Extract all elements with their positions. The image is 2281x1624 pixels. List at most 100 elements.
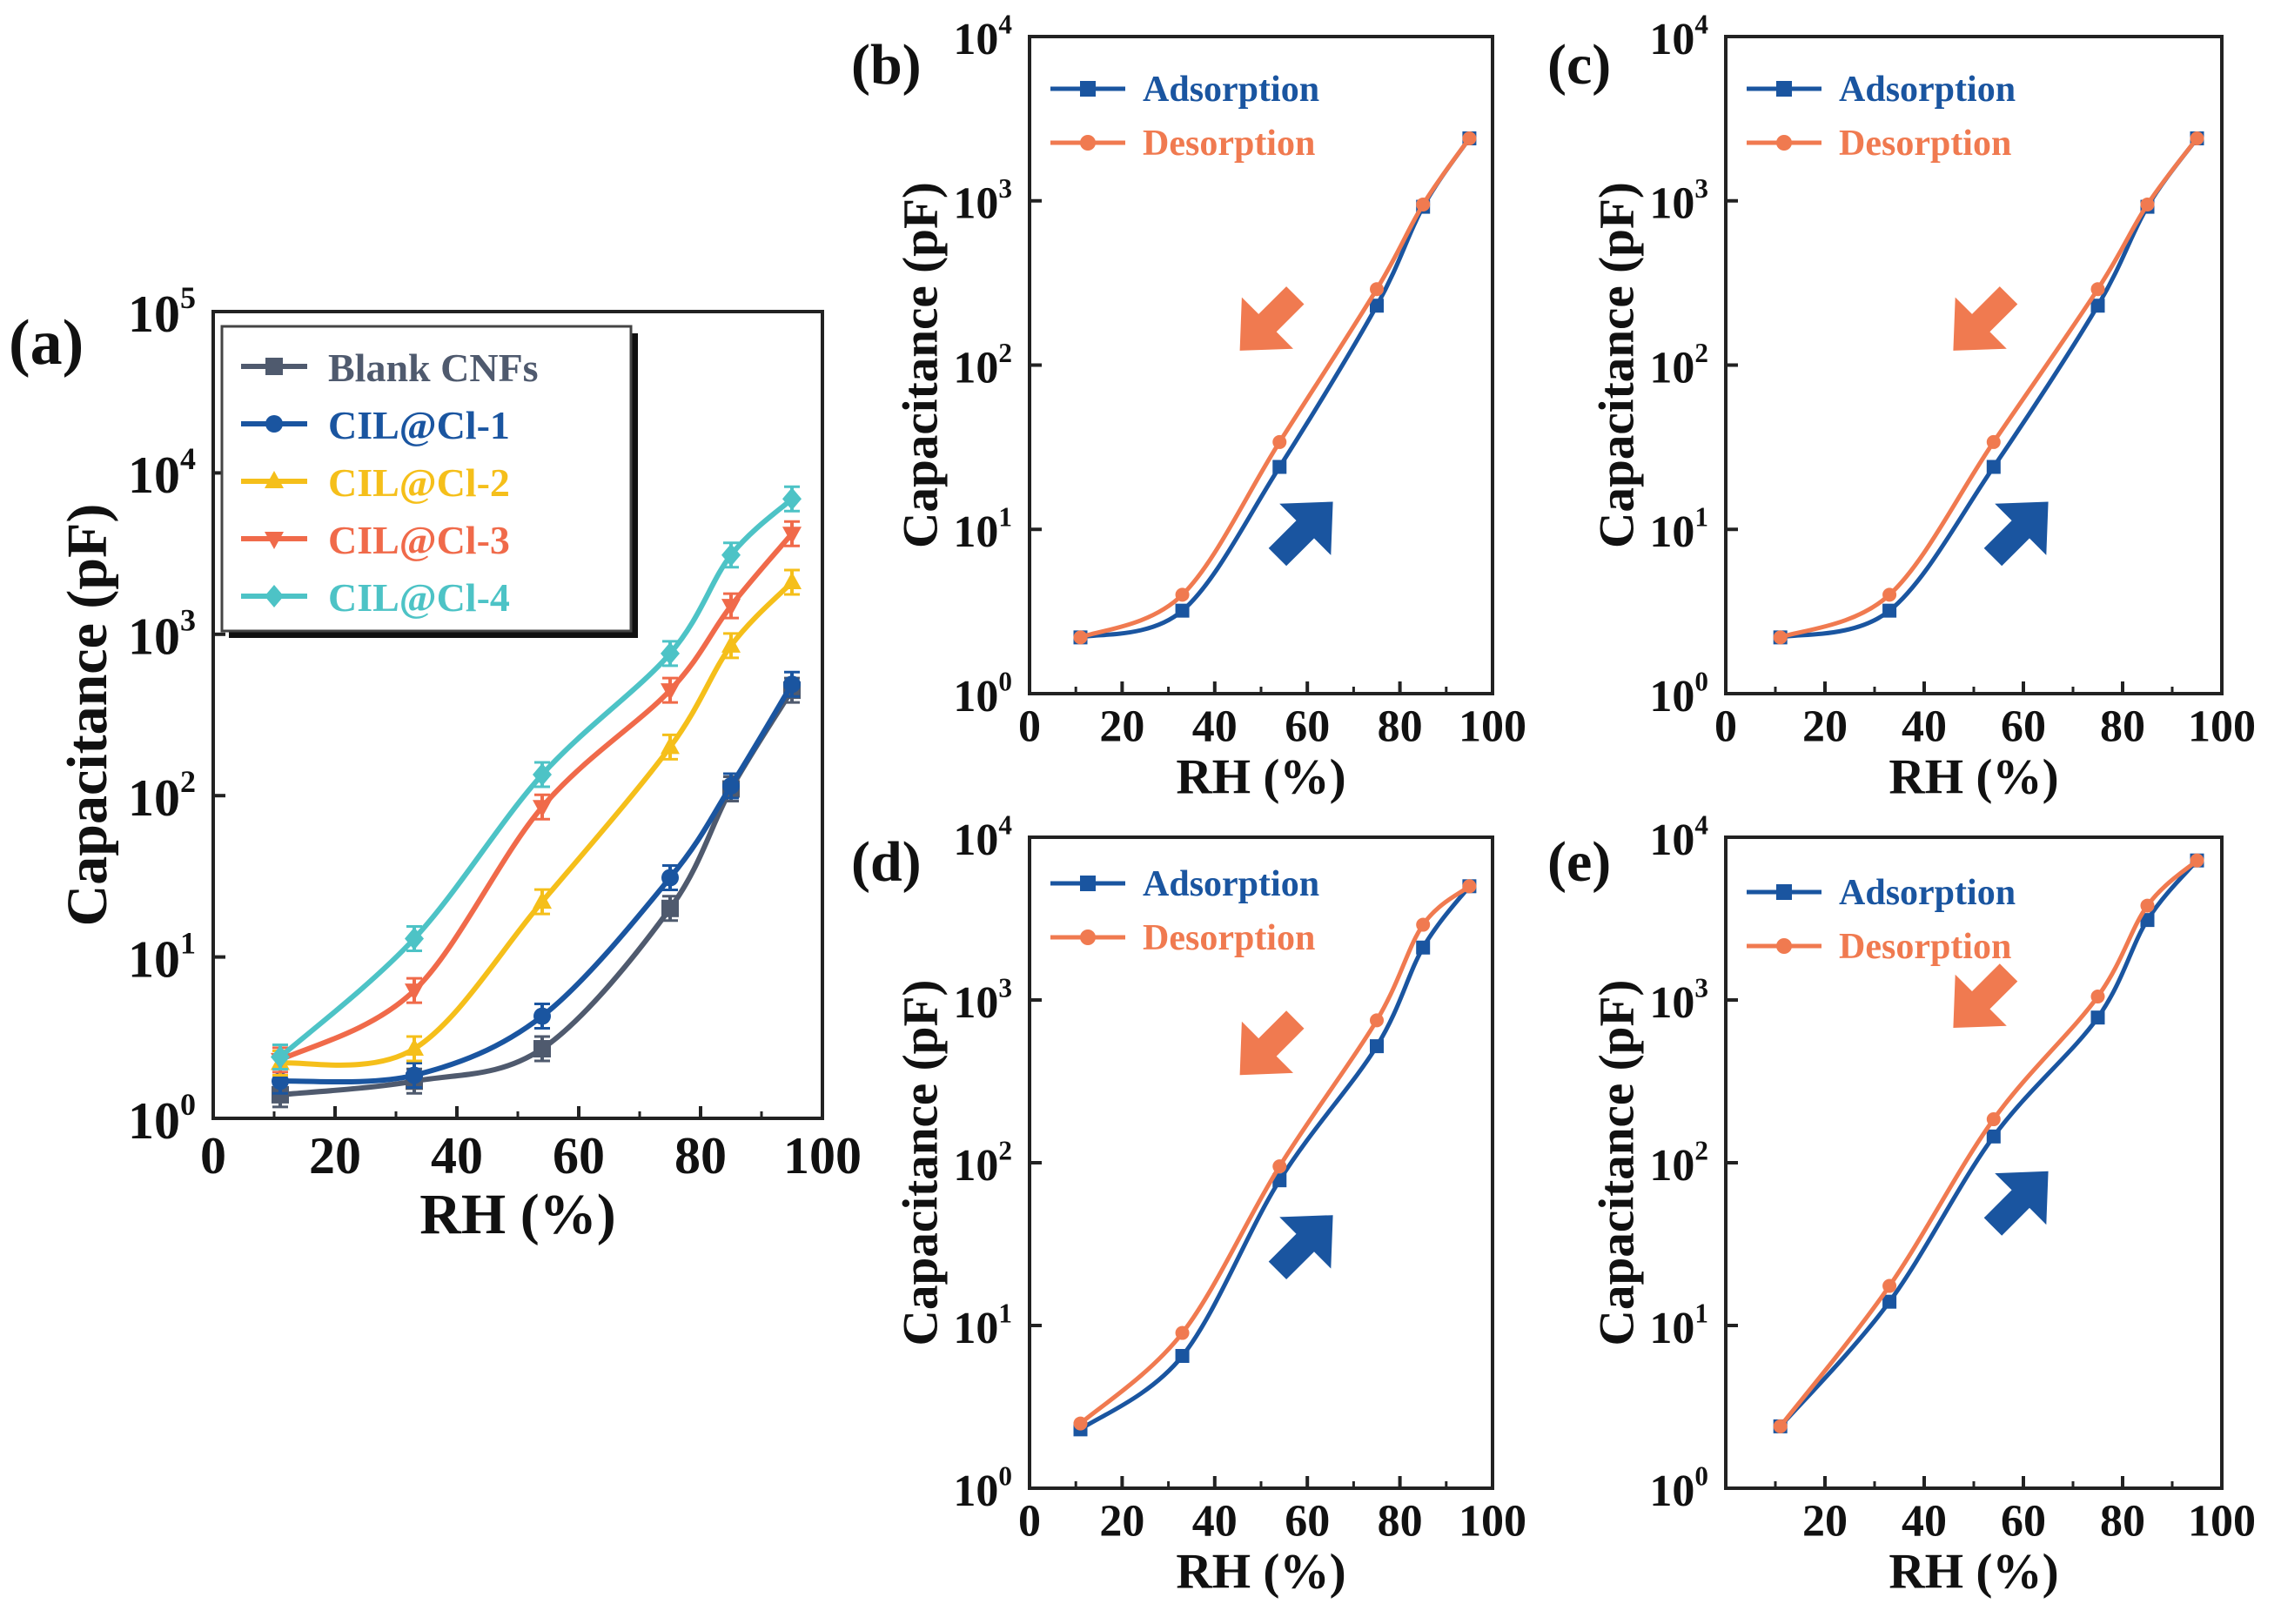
x-tick-label: 100 [2188, 702, 2256, 752]
data-point [406, 1066, 423, 1084]
x-tick-label: 80 [2100, 702, 2145, 752]
data-point [1773, 630, 1788, 645]
data-point [1272, 434, 1287, 449]
data-point [2090, 990, 2105, 1004]
data-point [1986, 460, 2001, 474]
desorption-arrow-icon [1953, 963, 2018, 1028]
x-tick-label: 40 [1902, 702, 1947, 752]
y-tick-label: 100 [128, 1087, 196, 1150]
data-point [533, 1007, 551, 1025]
x-tick-label: 80 [674, 1127, 727, 1184]
x-axis-title: RH (%) [1176, 749, 1345, 804]
y-tick-label: 102 [128, 764, 196, 827]
data-point [1882, 603, 1897, 618]
legend-label: CIL@Cl-3 [328, 518, 510, 562]
series-line [1078, 883, 1472, 1432]
data-point [661, 869, 679, 887]
x-tick-label: 60 [1285, 702, 1330, 752]
y-tick-label: 101 [953, 502, 1012, 557]
data-point [721, 634, 741, 653]
data-point [661, 683, 680, 701]
legend-marker [1080, 81, 1096, 97]
y-axis-title: Capacitance (pF) [1589, 980, 1644, 1346]
data-point [1986, 1112, 2001, 1127]
y-tick-label: 103 [1649, 972, 1708, 1027]
y-axis-title: Capacitance (pF) [56, 504, 119, 927]
legend-label: Desorption [1143, 124, 1315, 164]
legend-marker [265, 532, 284, 549]
panel-d: 0 20 40 60 80 100 100 101 102 103 104 RH (%) Capacit… [851, 809, 1526, 1599]
desorption-arrow-icon [1239, 1010, 1305, 1076]
legend-marker [1776, 938, 1792, 954]
y-tick-label: 100 [1649, 666, 1708, 721]
series-line [1778, 136, 2199, 640]
data-point [661, 641, 680, 665]
x-tick-label: 60 [2001, 1497, 2046, 1547]
x-axis-title: RH (%) [1889, 749, 2058, 804]
panel-a: 0 20 40 60 80 100 100 101 102 103 104 105 RH (%) Capa… [9, 280, 862, 1246]
data-point [533, 891, 552, 909]
y-tick-label: 105 [128, 280, 196, 343]
y-tick-label: 100 [953, 1460, 1012, 1515]
x-axis-title: RH (%) [1176, 1544, 1345, 1599]
x-tick-label: 40 [431, 1127, 483, 1184]
data-point [533, 800, 552, 818]
data-point [721, 599, 741, 617]
legend-label: Adsorption [1143, 70, 1319, 110]
data-point [533, 763, 552, 787]
data-point [1272, 1173, 1287, 1188]
data-point [2190, 131, 2204, 145]
data-point [2140, 197, 2155, 211]
y-tick-label: 102 [1649, 338, 1708, 393]
data-point [405, 927, 424, 950]
y-tick-label: 103 [953, 173, 1012, 228]
x-tick-label: 20 [1802, 1497, 1848, 1547]
adsorption-arrow-icon [1983, 1171, 2049, 1236]
x-axis-title: RH (%) [1889, 1544, 2058, 1599]
data-point [1175, 1325, 1190, 1340]
data-point [1416, 917, 1431, 932]
adsorption-arrow-icon [1268, 501, 1333, 567]
y-tick-label: 104 [1649, 809, 1708, 864]
data-point [1370, 1013, 1384, 1028]
x-tick-label: 40 [1192, 702, 1238, 752]
y-tick-label: 102 [953, 1135, 1012, 1190]
x-tick-label: 60 [1285, 1497, 1330, 1547]
data-point [1175, 603, 1190, 618]
y-tick-label: 103 [953, 972, 1012, 1027]
panel-label: (c) [1547, 33, 1611, 97]
x-tick-label: 20 [1099, 1497, 1144, 1547]
legend-marker [265, 585, 284, 607]
data-point [1073, 630, 1088, 645]
legend-label: Desorption [1143, 918, 1315, 958]
data-point [2140, 898, 2155, 913]
data-point [405, 983, 424, 1002]
x-tick-label: 40 [1192, 1497, 1238, 1547]
y-tick-label: 104 [953, 9, 1012, 64]
legend-label: Adsorption [1143, 864, 1319, 904]
y-axis-title: Capacitance (pF) [893, 182, 948, 548]
data-point [1370, 299, 1384, 313]
data-point [271, 1045, 290, 1069]
data-point [533, 1040, 551, 1058]
y-tick-label: 102 [1649, 1135, 1708, 1190]
legend-marker [265, 415, 283, 433]
panel-b: 0 20 40 60 80 100 100 101 102 103 104 RH (%) Capacit… [851, 9, 1526, 804]
data-point [783, 675, 801, 694]
x-tick-label: 20 [1802, 702, 1848, 752]
data-point [782, 527, 802, 545]
x-tick-label: 40 [1902, 1497, 1947, 1547]
data-point [1272, 460, 1287, 474]
y-tick-label: 103 [128, 603, 196, 666]
legend-label: Blank CNFs [328, 346, 539, 390]
data-point [1773, 1419, 1788, 1433]
adsorption-arrow-icon [1268, 1215, 1333, 1279]
data-point [661, 736, 680, 755]
panel-label: (d) [851, 830, 922, 894]
data-point [1986, 434, 2001, 449]
data-point [1416, 197, 1431, 211]
data-point [722, 776, 740, 795]
legend-label: Adsorption [1839, 70, 2016, 110]
data-point [661, 899, 679, 917]
data-point [1175, 1348, 1190, 1363]
